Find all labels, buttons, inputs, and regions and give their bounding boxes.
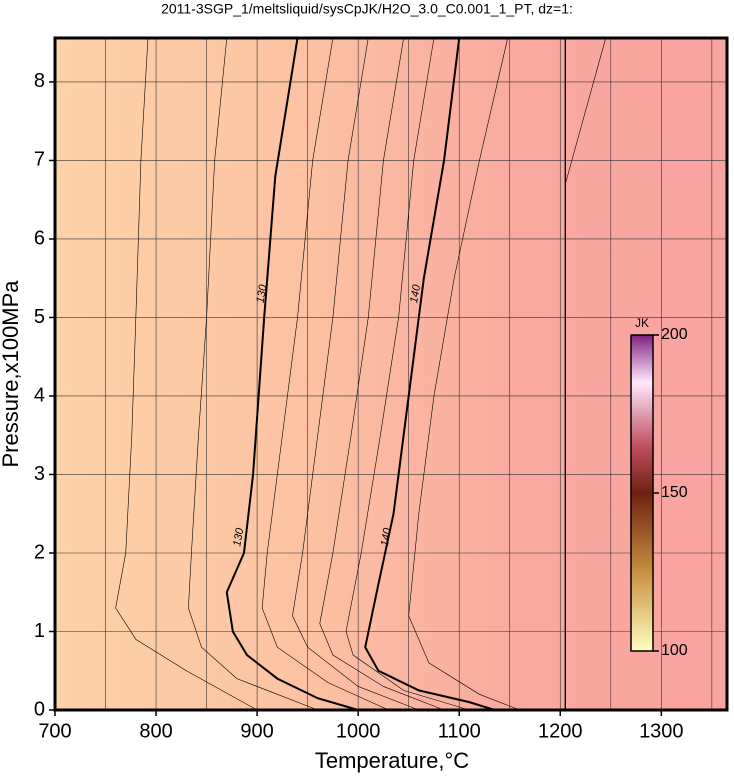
plot-frame	[53, 36, 729, 712]
x-axis-label: Temperature,°C	[315, 748, 469, 773]
contour-label: 130	[231, 526, 246, 547]
y-tick-label: 3	[34, 463, 45, 485]
y-tick-label: 6	[34, 227, 45, 249]
x-tick-label: 1200	[538, 720, 583, 742]
y-tick-label: 7	[34, 149, 45, 171]
colorbar-label: JK	[635, 316, 649, 330]
colorbar-tick-label: 150	[661, 484, 688, 501]
x-tick-label: 900	[240, 720, 273, 742]
y-axis-label: Pressure,x100MPa	[0, 280, 23, 468]
contour-line	[292, 37, 419, 711]
contour-line	[115, 37, 258, 711]
x-tick-label: 1000	[336, 720, 381, 742]
colorbar	[630, 334, 654, 652]
x-tick-label: 1300	[639, 720, 684, 742]
contour-line	[261, 37, 389, 711]
y-tick-label: 0	[34, 698, 45, 720]
contour-line	[565, 37, 607, 185]
y-tick-label: 1	[34, 620, 45, 642]
contour-line	[188, 37, 318, 711]
y-tick-label: 5	[34, 306, 45, 328]
colorbar-tick-label: 100	[661, 642, 688, 659]
contour-line	[319, 37, 445, 711]
contour-line	[225, 37, 359, 711]
plot-background	[55, 38, 727, 710]
x-tick-label: 800	[139, 720, 172, 742]
y-tick-label: 4	[34, 384, 45, 406]
contour-line	[408, 37, 520, 711]
contour-label: 140	[408, 283, 423, 304]
x-tick-label: 700	[38, 720, 71, 742]
contour-line	[345, 37, 470, 711]
colorbar-tick-label: 200	[661, 326, 688, 343]
contour-label: 140	[379, 526, 394, 547]
chart-title: 2011-3SGP_1/meltsliquid/sysCpJK/H2O_3.0_…	[161, 1, 573, 17]
y-tick-label: 2	[34, 541, 45, 563]
x-tick-label: 1100	[438, 720, 481, 742]
contour-label: 130	[255, 283, 270, 304]
contour-line	[364, 37, 495, 711]
y-tick-label: 8	[34, 70, 45, 92]
